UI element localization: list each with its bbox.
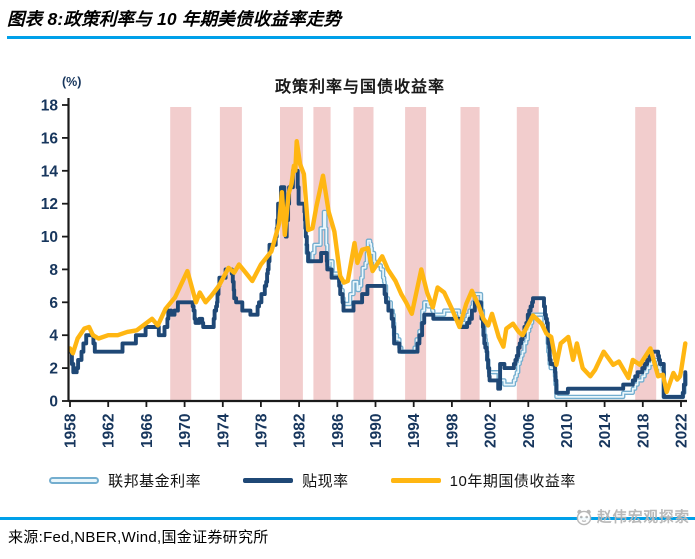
y-tick-label: 16 [41,130,59,147]
chart-title: 政策利率与国债收益率 [275,77,445,96]
chart-area: 0 2 4 6 8 10 12 14 16 18 1958 1962 1966 1970 1974 1978… [0,48,695,468]
shaded-band [405,107,427,401]
rate-hike-shading [170,107,657,401]
x-tick-label: 1966 [139,413,156,448]
series-贴现率 [68,168,688,399]
x-tick-label: 1994 [406,413,423,448]
legend-swatch-10y-yield [390,478,441,483]
y-tick-label: 4 [49,328,58,345]
x-tick-label: 1982 [292,414,309,448]
panda-logo-icon [576,509,592,525]
x-tick-label: 1962 [101,414,118,448]
y-tick-label: 0 [49,394,58,411]
shaded-band [170,107,192,401]
y-axis-unit: (%) [62,75,81,89]
shaded-band [353,107,374,401]
chart-axes [62,98,687,407]
shaded-band [460,107,480,401]
x-tick-label: 1958 [63,413,80,448]
x-tick-label: 2002 [483,414,500,448]
footer: 赵伟宏观探索 来源:Fed,NBER,Wind,国金证券研究所 [0,509,695,547]
series-10年期国债收益率 [67,139,688,395]
shaded-band [219,107,242,401]
legend-label-10y-yield: 10年期国债收益率 [449,473,576,490]
y-tick-label: 18 [41,98,59,115]
legend-item-fed-funds: 联邦基金利率 [49,470,201,491]
legend: 联邦基金利率 贴现率 10年期国债收益率 [0,470,695,491]
x-tick-label: 2006 [521,413,538,448]
series-联邦基金利率-core [305,211,687,398]
y-tick-label: 2 [49,361,58,378]
title-underline [7,36,691,39]
y-tick-label: 12 [41,196,58,213]
source-note: 来源:Fed,NBER,Wind,国金证券研究所 [8,528,269,546]
legend-item-10y-yield: 10年期国债收益率 [390,470,576,491]
chart-series [67,139,688,400]
legend-label-discount-rate: 贴现率 [302,473,349,490]
y-tick-label: 14 [41,163,59,180]
y-tick-label: 10 [41,229,58,246]
x-tick-label: 2018 [635,413,652,448]
y-tick-label: 8 [49,262,58,279]
line-chart: 0 2 4 6 8 10 12 14 16 18 1958 1962 1966 1970 1974 1978… [41,75,691,448]
legend-item-discount-rate: 贴现率 [243,470,349,491]
x-tick-label: 2022 [674,414,691,448]
figure-title: 图表 8:政策利率与 10 年期美债收益率走势 [7,9,342,29]
y-tick-label: 6 [49,295,58,312]
brand-logo-text: 赵伟宏观探索 [597,510,690,526]
x-tick-label: 1974 [215,413,232,448]
legend-swatch-discount-rate [243,478,294,483]
x-axis-labels: 1958 1962 1966 1970 1974 1978 1982 1986 1990 1994… [63,413,691,448]
header: 图表 8:政策利率与 10 年期美债收益率走势 [0,0,695,39]
shaded-band [516,107,539,401]
x-tick-label: 2014 [597,413,614,448]
footer-rule [0,517,695,520]
legend-label-fed-funds: 联邦基金利率 [108,473,202,490]
legend-swatch-fed-funds [49,477,100,484]
x-tick-label: 2010 [559,414,576,448]
y-axis-labels: 0 2 4 6 8 10 12 14 16 18 [41,98,59,411]
x-tick-label: 1990 [368,414,385,448]
brand-logo: 赵伟宏观探索 [575,506,690,527]
shaded-band [635,107,657,401]
x-tick-label: 1998 [444,413,461,448]
x-tick-label: 1986 [330,413,347,448]
x-tick-label: 1978 [253,413,270,448]
x-tick-label: 1970 [177,414,194,448]
